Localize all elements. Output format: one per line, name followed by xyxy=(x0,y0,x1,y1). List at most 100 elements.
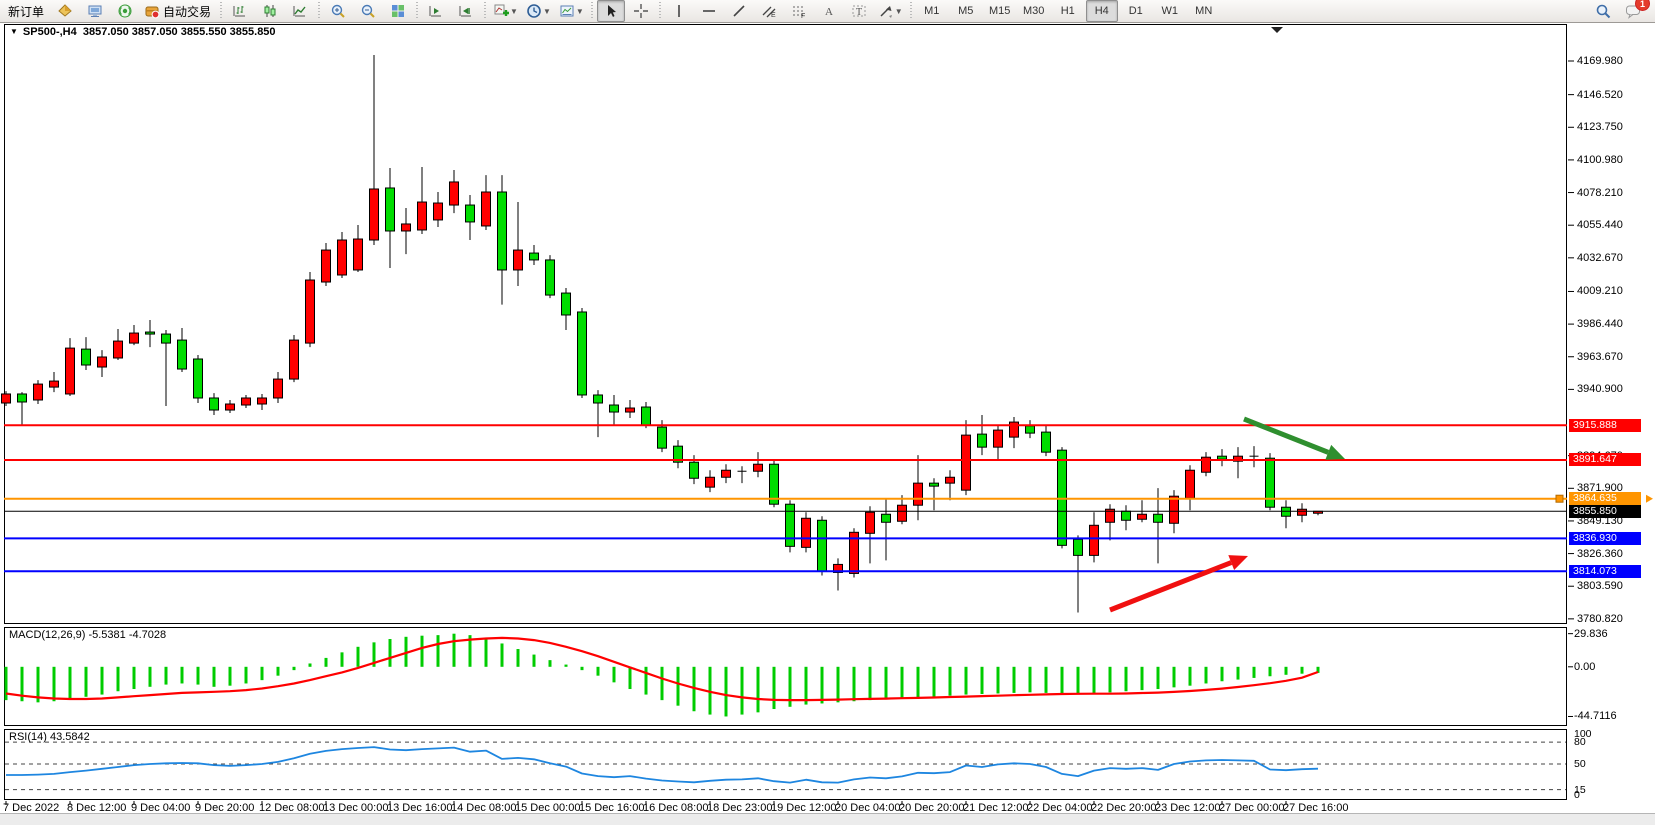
templates-button[interactable]: ▼ xyxy=(556,0,587,22)
time-tick-label: 14 Dec 08:00 xyxy=(451,802,517,814)
search-button[interactable] xyxy=(1589,0,1617,22)
toolbar-grip xyxy=(484,2,487,20)
price-tick-label: 4032.670 xyxy=(1577,251,1623,264)
main-toolbar: 新订单 自动交易 xyxy=(0,0,1655,23)
timeframe-button-m1[interactable]: M1 xyxy=(924,5,940,17)
toolbar-grip xyxy=(590,2,593,20)
autotrade-button[interactable]: 自动交易 xyxy=(141,0,216,22)
chart-window-title: ▼ SP500-,H4 3857.050 3857.050 3855.550 38… xyxy=(10,26,276,38)
new-order-button[interactable]: 新订单 xyxy=(3,0,49,22)
toolbar-grip xyxy=(220,2,223,20)
chevron-down-icon: ▼ xyxy=(510,6,518,16)
zoom-out-icon xyxy=(361,4,375,18)
candlestick-chart-icon xyxy=(264,5,276,17)
time-tick-label: 22 Dec 04:00 xyxy=(1027,802,1093,814)
macd-label: MACD(12,26,9) -5.5381 -4.7028 xyxy=(9,629,167,641)
time-tick-label: 15 Dec 00:00 xyxy=(515,802,581,814)
bar-chart-button[interactable] xyxy=(226,0,254,22)
periods-clock-icon xyxy=(527,4,541,18)
rsi-label: RSI(14) 43.5842 xyxy=(9,731,90,743)
vertical-line-icon xyxy=(677,5,680,17)
autotrade-label: 自动交易 xyxy=(163,4,212,19)
order-ticket-button[interactable] xyxy=(51,0,79,22)
signal-button[interactable] xyxy=(111,0,139,22)
price-tick-label: 3849.130 xyxy=(1577,514,1623,527)
price-tick-label: 3871.900 xyxy=(1577,482,1623,495)
hline-price-label: 3891.647 xyxy=(1569,453,1641,467)
timeframe-button-d1[interactable]: D1 xyxy=(1128,5,1143,17)
macd-axis-label: 0.00 xyxy=(1574,660,1596,673)
chevron-down-icon: ▼ xyxy=(575,6,584,16)
zoom-in-button[interactable] xyxy=(324,0,352,22)
rsi-panel[interactable] xyxy=(4,729,1567,800)
time-tick-label: 27 Dec 16:00 xyxy=(1283,802,1349,814)
autotrade-chest-icon xyxy=(145,6,160,19)
candlestick-chart-button[interactable] xyxy=(256,0,284,22)
time-axis[interactable] xyxy=(4,801,1567,813)
timeframe-button-m5[interactable]: M5 xyxy=(958,5,974,17)
price-tick-label: 3940.900 xyxy=(1577,383,1623,396)
arrows-tool-button[interactable]: ▼ xyxy=(875,0,906,22)
timeframe-button-h4[interactable]: H4 xyxy=(1085,0,1118,22)
price-tick-label: 4100.980 xyxy=(1577,153,1623,166)
line-chart-icon xyxy=(293,6,306,17)
timeframe-button-w1[interactable]: W1 xyxy=(1161,5,1178,17)
timeframe-button-h1[interactable]: H1 xyxy=(1060,5,1075,17)
horizontal-line-tool-button[interactable] xyxy=(695,0,723,22)
trendline-tool-button[interactable] xyxy=(725,0,753,22)
price-chart-panel[interactable] xyxy=(4,24,1567,624)
tile-windows-icon xyxy=(392,5,405,17)
cursor-tool-button[interactable] xyxy=(596,0,625,22)
notifications-button[interactable]: 1 xyxy=(1619,0,1650,22)
rsi-axis-label: 80 xyxy=(1574,736,1586,749)
rsi-axis-label: 100 xyxy=(1574,728,1592,740)
timeframe-button-m15[interactable]: M15 xyxy=(989,5,1011,17)
indicators-button[interactable]: ▼ xyxy=(490,0,521,22)
text-tool-button[interactable]: A xyxy=(815,0,843,22)
chevron-down-icon: ▼ xyxy=(542,6,551,16)
trendline-icon xyxy=(733,5,745,17)
terminal-monitor-icon xyxy=(88,5,102,17)
zoom-out-button[interactable] xyxy=(354,0,382,22)
time-tick-label: 18 Dec 23:00 xyxy=(707,802,773,814)
price-tick-label: 4078.210 xyxy=(1577,186,1623,199)
hline-price-label: 3915.888 xyxy=(1569,418,1641,432)
crosshair-tool-button[interactable] xyxy=(627,0,655,22)
price-tick-label: 3963.670 xyxy=(1577,350,1623,363)
svg-text:A: A xyxy=(825,6,833,18)
channel-icon: E xyxy=(762,6,776,19)
time-tick-label: 9 Dec 20:00 xyxy=(195,802,255,814)
price-axis[interactable] xyxy=(1568,23,1655,813)
macd-panel[interactable] xyxy=(4,627,1567,726)
terminal-button[interactable] xyxy=(81,0,109,22)
hline-price-label: 3836.930 xyxy=(1569,531,1641,545)
text-label-tool-button[interactable]: T xyxy=(845,0,873,22)
time-tick-label: 27 Dec 00:00 xyxy=(1219,802,1285,814)
timeframe-button-mn[interactable]: MN xyxy=(1195,5,1213,17)
vertical-line-tool-button[interactable] xyxy=(665,0,693,22)
channel-tool-button[interactable]: E xyxy=(755,0,783,22)
indicators-icon xyxy=(494,4,510,16)
time-tick-label: 15 Dec 16:00 xyxy=(579,802,645,814)
time-tick-label: 13 Dec 16:00 xyxy=(387,802,453,814)
fibonacci-tool-button[interactable]: F xyxy=(785,0,813,22)
signal-icon xyxy=(118,4,132,18)
one-click-toggle-icon[interactable]: ▼ xyxy=(10,27,18,36)
price-tick-label: 4009.210 xyxy=(1577,285,1623,298)
periods-button[interactable]: ▼ xyxy=(523,0,554,22)
rsi-axis-label: 0 xyxy=(1574,789,1580,801)
chart-shift-button[interactable] xyxy=(452,0,480,22)
time-tick-label: 9 Dec 04:00 xyxy=(131,802,191,814)
arrows-tool-icon xyxy=(880,6,892,18)
tile-windows-button[interactable] xyxy=(384,0,412,22)
auto-scroll-button[interactable] xyxy=(422,0,450,22)
horizontal-line-icon xyxy=(702,10,715,12)
timeframe-button-m30[interactable]: M30 xyxy=(1023,5,1045,17)
cursor-icon xyxy=(607,5,616,17)
price-tick-label: 3780.820 xyxy=(1577,612,1623,625)
macd-axis-label: -44.7116 xyxy=(1574,710,1617,723)
line-chart-button[interactable] xyxy=(286,0,314,22)
price-tick-label: 4055.440 xyxy=(1577,219,1623,232)
svg-text:E: E xyxy=(771,12,776,19)
